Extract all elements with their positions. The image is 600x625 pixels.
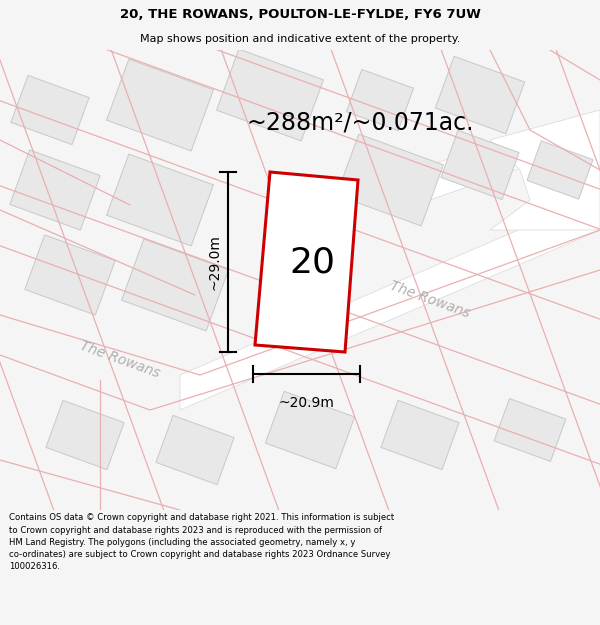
Polygon shape	[122, 239, 229, 331]
Polygon shape	[255, 172, 358, 352]
Text: Contains OS data © Crown copyright and database right 2021. This information is : Contains OS data © Crown copyright and d…	[9, 514, 394, 571]
Text: ~288m²/~0.071ac.: ~288m²/~0.071ac.	[246, 110, 474, 134]
Polygon shape	[381, 401, 459, 469]
Polygon shape	[265, 391, 355, 469]
Polygon shape	[346, 69, 413, 131]
Polygon shape	[337, 134, 443, 226]
Polygon shape	[217, 49, 323, 141]
Text: ~29.0m: ~29.0m	[207, 234, 221, 290]
Polygon shape	[46, 401, 124, 469]
Polygon shape	[527, 141, 593, 199]
Polygon shape	[107, 59, 214, 151]
Text: The Rowans: The Rowans	[78, 339, 162, 381]
Polygon shape	[490, 110, 600, 230]
Polygon shape	[494, 399, 566, 461]
Polygon shape	[436, 56, 524, 134]
Polygon shape	[107, 154, 214, 246]
Polygon shape	[156, 416, 234, 484]
Text: 20: 20	[289, 245, 335, 279]
Polygon shape	[180, 195, 600, 410]
Text: ~20.9m: ~20.9m	[278, 396, 334, 410]
Polygon shape	[10, 150, 100, 230]
Text: 20, THE ROWANS, POULTON-LE-FYLDE, FY6 7UW: 20, THE ROWANS, POULTON-LE-FYLDE, FY6 7U…	[119, 8, 481, 21]
Polygon shape	[441, 131, 519, 199]
Polygon shape	[25, 235, 115, 315]
Text: The Rowans: The Rowans	[388, 279, 472, 321]
Text: Map shows position and indicative extent of the property.: Map shows position and indicative extent…	[140, 34, 460, 44]
Polygon shape	[430, 110, 600, 200]
Polygon shape	[11, 76, 89, 144]
